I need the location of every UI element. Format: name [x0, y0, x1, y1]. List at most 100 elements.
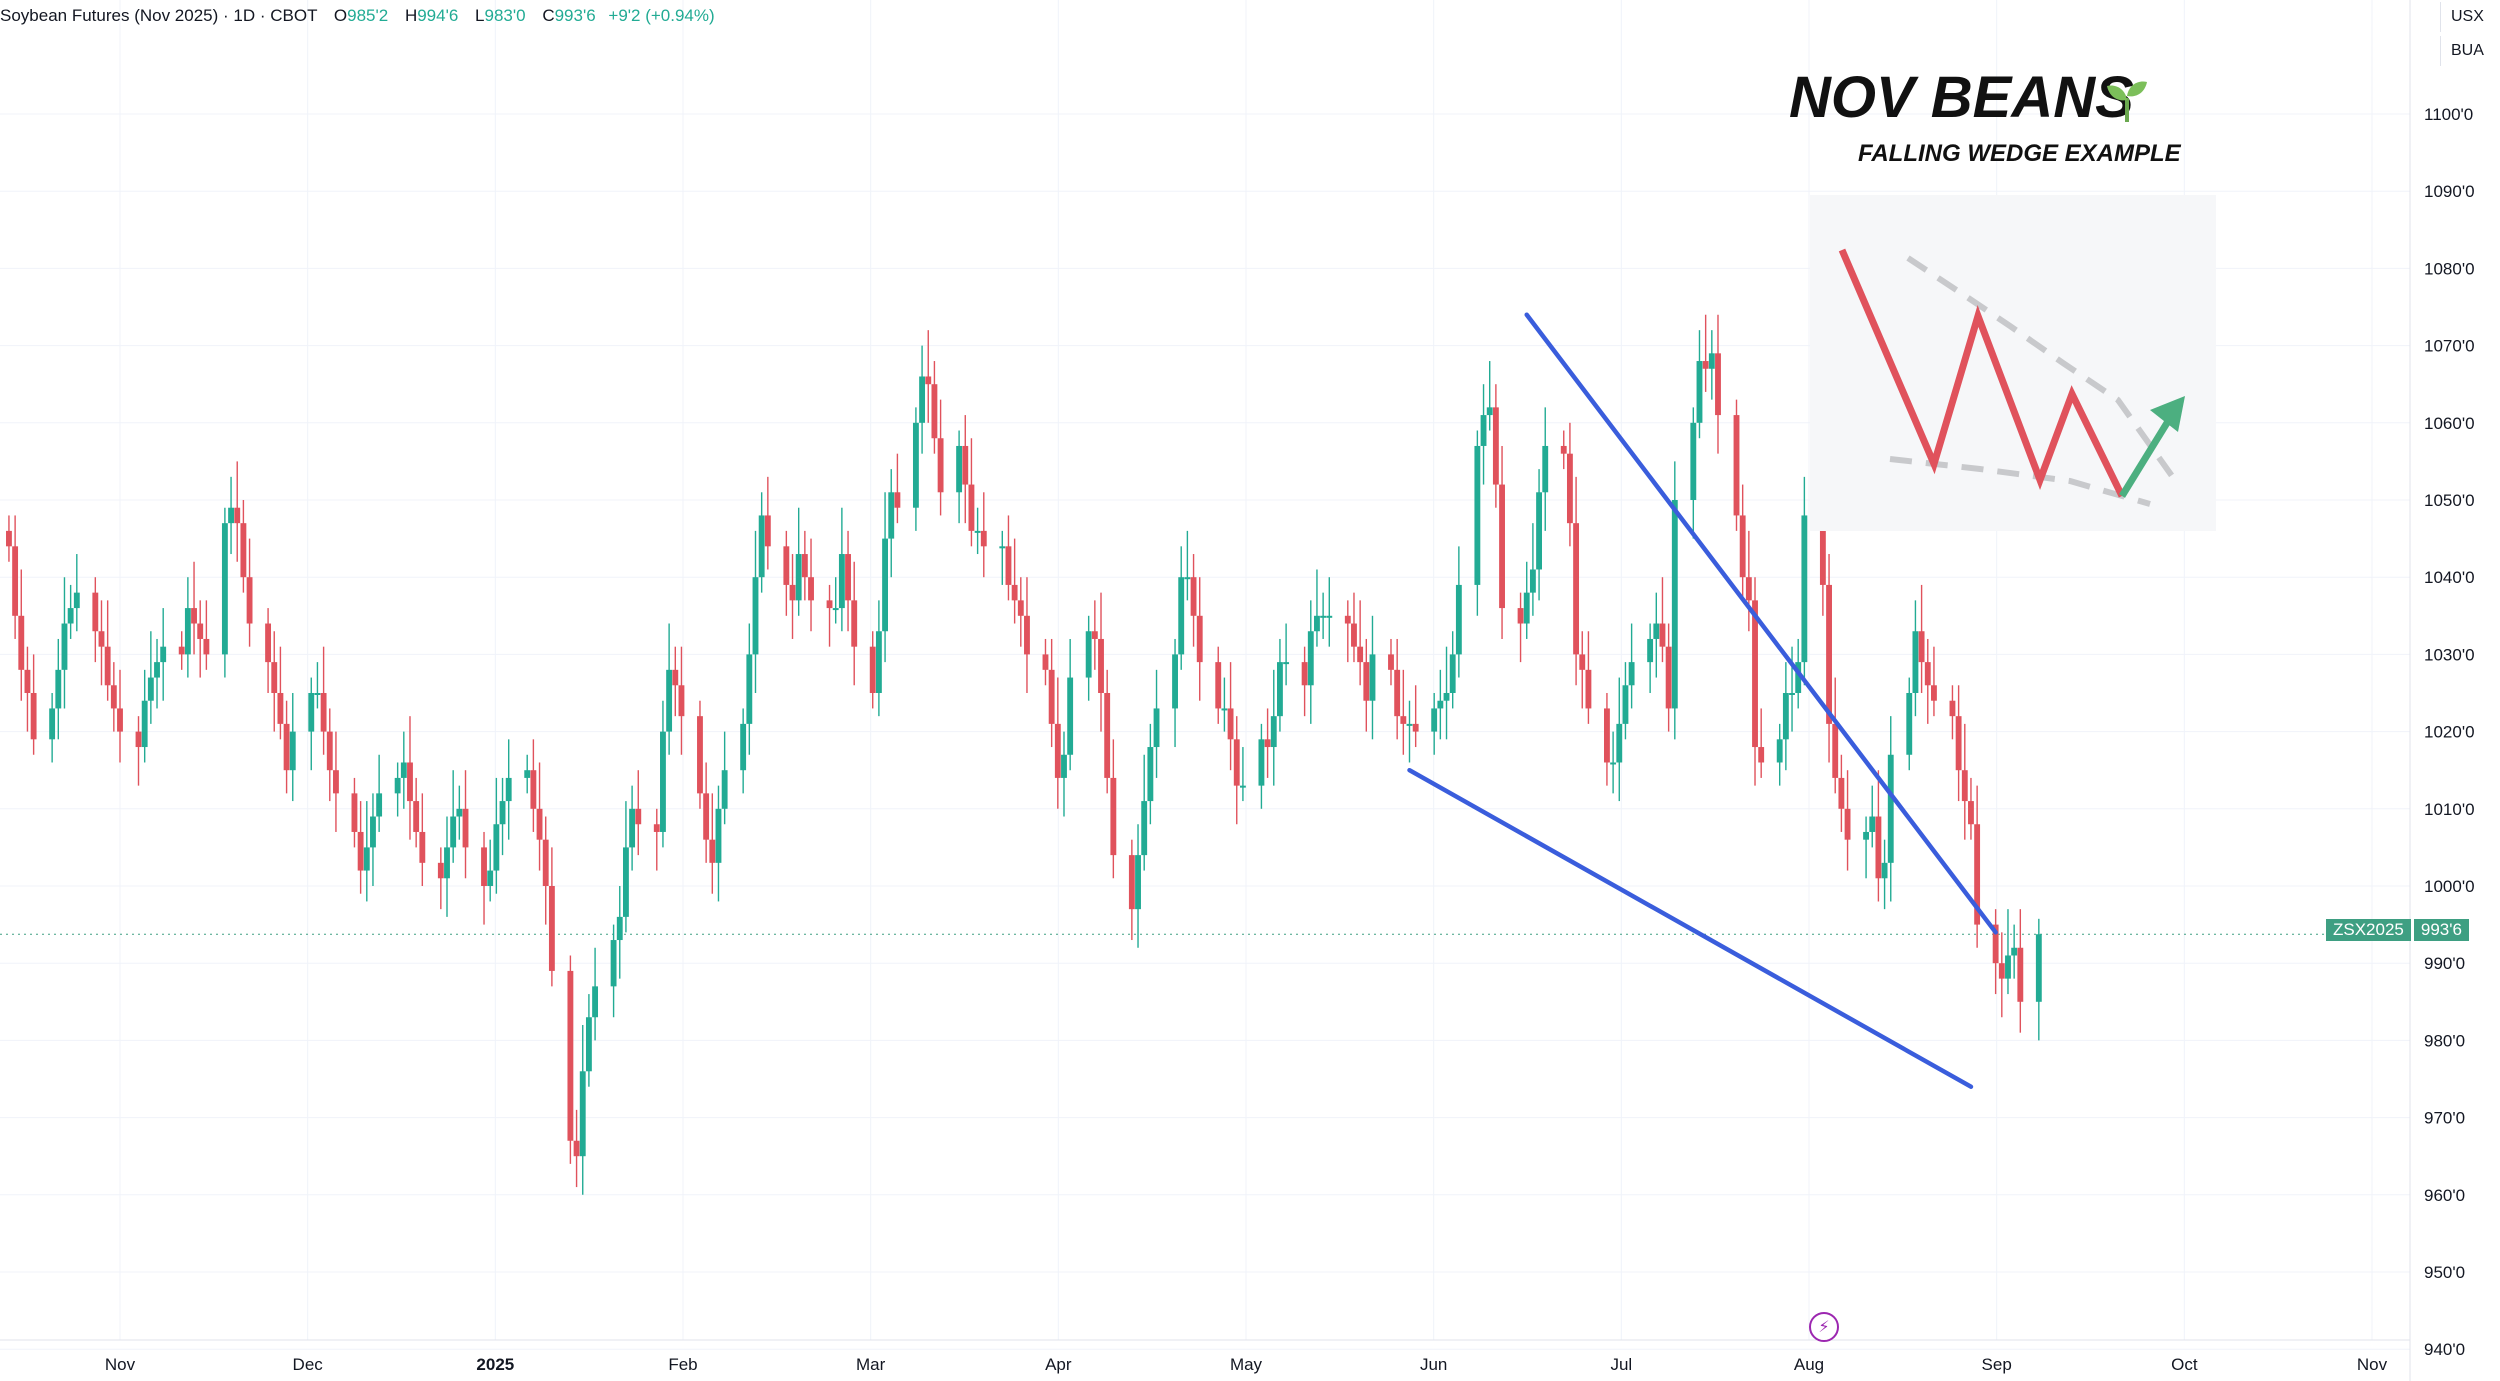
candle-body[interactable] — [666, 669, 673, 732]
candle-body[interactable] — [1314, 615, 1320, 632]
candle-body[interactable] — [1141, 801, 1148, 856]
candle-body[interactable] — [592, 986, 599, 1018]
candle-body[interactable] — [678, 685, 685, 717]
candle-body[interactable] — [1906, 693, 1913, 755]
candle-body[interactable] — [1221, 708, 1228, 711]
candle-body[interactable] — [314, 693, 321, 695]
candle-body[interactable] — [1647, 638, 1654, 663]
candle-body[interactable] — [980, 530, 987, 547]
candle-body[interactable] — [616, 916, 623, 941]
candle-body[interactable] — [888, 492, 895, 539]
candle-body[interactable] — [221, 523, 228, 655]
candle-body[interactable] — [1024, 615, 1030, 655]
candle-body[interactable] — [635, 808, 642, 825]
candle-body[interactable] — [882, 538, 888, 632]
candle-body[interactable] — [1233, 739, 1240, 786]
candle-body[interactable] — [1443, 693, 1450, 701]
candle-body[interactable] — [1437, 700, 1444, 709]
candle-body[interactable] — [1826, 584, 1832, 724]
candle-body[interactable] — [1869, 816, 1876, 832]
candle-body[interactable] — [740, 723, 747, 771]
candle-body[interactable] — [1949, 700, 1956, 717]
falling-wedge-lines[interactable] — [1407, 312, 1998, 1089]
candle-body[interactable] — [505, 777, 512, 802]
candle-body[interactable] — [1190, 577, 1197, 616]
candle-body[interactable] — [2011, 947, 2018, 956]
candle-body[interactable] — [622, 847, 629, 917]
candle-body[interactable] — [1998, 963, 2005, 979]
candle-body[interactable] — [1270, 716, 1277, 748]
candle-body[interactable] — [1992, 924, 1999, 964]
candle-body[interactable] — [370, 816, 376, 848]
candle-body[interactable] — [499, 801, 506, 825]
candle-body[interactable] — [1264, 739, 1271, 748]
candle-body[interactable] — [1523, 592, 1530, 624]
candle-body[interactable] — [1715, 353, 1721, 416]
candle-body[interactable] — [1351, 623, 1357, 647]
candle-body[interactable] — [178, 646, 185, 655]
candle-body[interactable] — [894, 492, 901, 508]
candle-body[interactable] — [1912, 631, 1919, 693]
candle-body[interactable] — [1974, 824, 1981, 925]
candle-body[interactable] — [1887, 754, 1894, 863]
candle-body[interactable] — [154, 662, 160, 678]
candle-body[interactable] — [413, 801, 420, 832]
candle-body[interactable] — [160, 646, 167, 663]
candle-body[interactable] — [1838, 777, 1845, 809]
candle-body[interactable] — [1863, 831, 1870, 840]
candle-body[interactable] — [709, 839, 716, 863]
candle-body[interactable] — [1110, 777, 1117, 856]
candle-body[interactable] — [98, 631, 105, 647]
candle-body[interactable] — [1412, 723, 1419, 732]
candle-body[interactable] — [197, 623, 204, 639]
candle-body[interactable] — [1400, 716, 1407, 724]
price-axis[interactable]: 1100'0 1090'0 1080'0 1070'0 1060'0 1050'0 1040… — [2424, 105, 2475, 1359]
candle-body[interactable] — [579, 1071, 586, 1157]
candle-body[interactable] — [1529, 569, 1536, 593]
candle-body[interactable] — [1789, 693, 1795, 695]
candle-body[interactable] — [407, 762, 413, 802]
candle-body[interactable] — [530, 770, 537, 809]
candle-body[interactable] — [999, 546, 1006, 549]
candle-body[interactable] — [1227, 708, 1234, 740]
candle-body[interactable] — [715, 808, 722, 863]
candle-body[interactable] — [12, 546, 19, 616]
candle-body[interactable] — [1560, 445, 1567, 454]
candle-body[interactable] — [419, 831, 426, 863]
candle-body[interactable] — [246, 577, 253, 624]
candle-body[interactable] — [92, 592, 99, 632]
candle-body[interactable] — [1449, 654, 1456, 693]
candle-body[interactable] — [746, 654, 753, 724]
candle-body[interactable] — [117, 708, 123, 732]
candle-body[interactable] — [1844, 808, 1851, 840]
candle-body[interactable] — [110, 685, 117, 709]
candle-body[interactable] — [610, 940, 617, 987]
candle-body[interactable] — [30, 693, 37, 740]
candle-body[interactable] — [394, 777, 401, 794]
candle-body[interactable] — [1536, 492, 1542, 570]
candle-body[interactable] — [1875, 816, 1882, 879]
volume-unit[interactable]: BUA — [2440, 36, 2500, 66]
candle-body[interactable] — [1474, 445, 1481, 585]
candle-body[interactable] — [1665, 646, 1672, 709]
candle-body[interactable] — [1042, 654, 1049, 670]
candle-body[interactable] — [1196, 615, 1203, 663]
candle-body[interactable] — [660, 731, 666, 832]
candle-body[interactable] — [524, 770, 531, 778]
candle-body[interactable] — [697, 716, 703, 794]
candle-body[interactable] — [542, 839, 549, 886]
candle-body[interactable] — [1011, 584, 1018, 601]
candle-body[interactable] — [1369, 654, 1376, 701]
candle-body[interactable] — [1363, 662, 1370, 701]
candle-body[interactable] — [845, 554, 851, 601]
candle-body[interactable] — [1067, 677, 1074, 755]
candle-body[interactable] — [764, 515, 771, 547]
candle-body[interactable] — [1344, 615, 1351, 624]
candle-body[interactable] — [672, 669, 679, 686]
candle-body[interactable] — [1326, 615, 1333, 618]
candle-body[interactable] — [968, 484, 975, 531]
wedge-upper-trendline[interactable] — [1524, 312, 1998, 935]
candle-body[interactable] — [1104, 693, 1111, 778]
candle-body[interactable] — [1499, 484, 1505, 609]
candle-body[interactable] — [357, 831, 364, 871]
